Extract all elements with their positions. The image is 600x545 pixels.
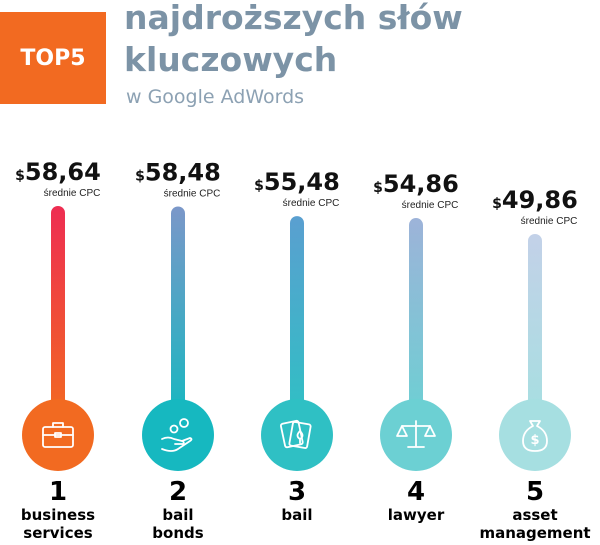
value-label-5: $49,86	[492, 186, 578, 214]
value-label-2: $58,48	[135, 159, 221, 187]
cpc-caption-2: średnie CPC	[164, 189, 221, 200]
playing-cards-icon	[261, 399, 333, 471]
category-label-4-line-1: lawyer	[388, 506, 445, 524]
bar-5	[528, 234, 542, 420]
category-label-2-line-2: bonds	[152, 524, 203, 542]
briefcase-icon	[22, 399, 94, 471]
category-label-1-line-2: services	[23, 524, 92, 542]
rank-3: 3	[288, 477, 306, 507]
rank-1: 1	[49, 477, 67, 507]
scales-icon	[380, 399, 452, 471]
badge-label: TOP5	[20, 45, 86, 71]
cpc-caption-5: średnie CPC	[521, 216, 578, 227]
svg-text:$: $	[530, 433, 539, 448]
value-label-3: $55,48	[254, 168, 340, 196]
category-label-1-line-1: business	[21, 506, 95, 524]
bar-3	[290, 216, 304, 420]
bar-4	[409, 218, 423, 420]
rank-2: 2	[169, 477, 187, 507]
rank-4: 4	[407, 477, 425, 507]
cpc-caption-4: średnie CPC	[402, 200, 459, 211]
category-label-2-line-1: bail	[162, 506, 193, 524]
page-subtitle: w Google AdWords	[126, 86, 305, 108]
hand-coins-icon	[142, 399, 214, 471]
money-bag-icon: $	[499, 399, 571, 471]
value-label-4: $54,86	[373, 170, 459, 198]
bar-1	[51, 206, 65, 420]
page-title-line-1: najdroższych słów	[124, 0, 463, 37]
category-label-5-line-2: management	[479, 524, 590, 542]
category-label-3-line-1: bail	[281, 506, 312, 524]
cpc-caption-3: średnie CPC	[283, 198, 340, 209]
top5-badge: TOP5	[0, 12, 106, 104]
value-label-1: $58,64	[15, 158, 101, 186]
rank-5: 5	[526, 477, 544, 507]
category-label-5-line-1: asset	[512, 506, 557, 524]
cpc-caption-1: średnie CPC	[44, 188, 101, 199]
page-title-line-2: kluczowych	[124, 40, 338, 79]
bar-2	[171, 206, 185, 420]
